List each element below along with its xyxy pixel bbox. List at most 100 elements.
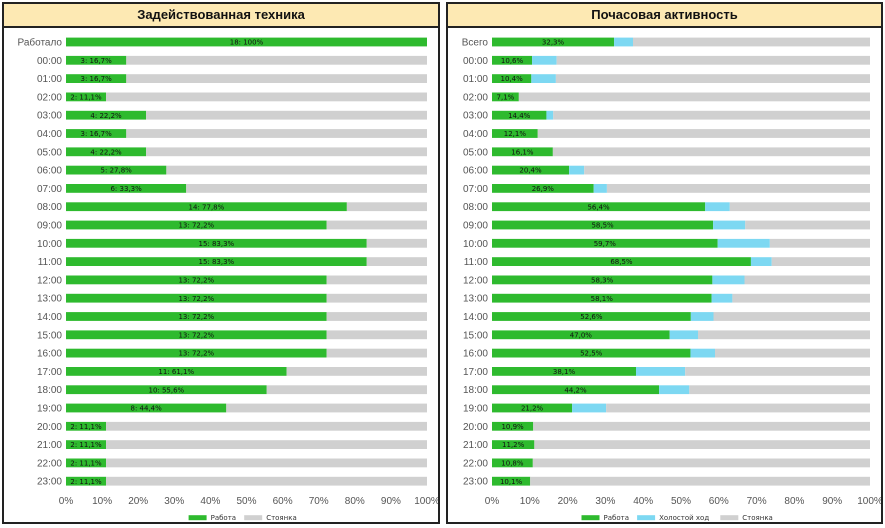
bar-работа: [66, 312, 327, 321]
bar-работа: [66, 202, 347, 212]
hourly-activity-chart: Всего 32,3% 00:00 10,6% 01:00 10,4% 02:00 7,1% 0…: [462, 37, 881, 523]
data-label: 12,1%: [504, 130, 527, 138]
category-label: Работало: [17, 37, 62, 49]
bar-работа: [492, 330, 670, 340]
category-label: 15:00: [37, 330, 62, 341]
bar-работа: [492, 275, 713, 285]
bar-холостой-ход: [531, 74, 556, 83]
bar-работа: [492, 110, 547, 120]
data-label: 21,2%: [521, 405, 544, 413]
category-label: 08:00: [463, 202, 488, 213]
chart-title: Почасовая активность: [448, 4, 881, 28]
bar-работа: [492, 147, 553, 157]
bar-работа: [66, 458, 107, 468]
data-label: 52,5%: [580, 350, 603, 358]
legend-label: Холостой ход: [659, 514, 709, 522]
bar-работа: [492, 403, 573, 413]
category-label: 19:00: [463, 404, 488, 415]
category-label: 15:00: [463, 330, 488, 341]
legend-swatch: [244, 515, 263, 521]
bar-стоянка: [106, 440, 428, 449]
bar-работа: [66, 147, 147, 157]
bar-работа: [492, 458, 533, 468]
bar-работа: [492, 129, 538, 138]
category-label: 13:00: [37, 294, 62, 305]
bar-работа: [66, 220, 327, 230]
category-label: 23:00: [463, 477, 488, 488]
bar-работа: [66, 184, 187, 193]
bar-стоянка: [532, 458, 870, 468]
bar-стоянка: [713, 312, 870, 321]
bar-холостой-ход: [532, 55, 557, 65]
category-label: 23:00: [37, 477, 62, 488]
bar-стоянка: [530, 476, 870, 486]
data-label: 58,5%: [591, 222, 614, 230]
bar-стоянка: [326, 275, 427, 285]
bar-холостой-ход: [572, 403, 607, 413]
data-label: 15: 83,3%: [198, 240, 234, 248]
data-label: 2: 11,1%: [70, 94, 102, 102]
panel-engaged-equipment: Задействованная техника Работало 18: 100%…: [2, 2, 440, 524]
bar-работа: [492, 421, 534, 431]
data-label: 2: 11,1%: [70, 478, 102, 486]
bar-холостой-ход: [669, 330, 699, 340]
x-tick-label: 30%: [595, 496, 615, 507]
bar-работа: [492, 55, 533, 65]
category-label: 02:00: [463, 92, 488, 103]
data-label: 14: 77,8%: [189, 203, 225, 211]
bar-работа: [66, 275, 327, 285]
bar-работа: [492, 385, 660, 395]
x-tick-label: 10%: [520, 496, 540, 507]
bar-работа: [492, 238, 718, 248]
bar-стоянка: [556, 55, 870, 65]
category-label: 18:00: [463, 385, 488, 396]
bar-стоянка: [286, 367, 427, 376]
bar-стоянка: [689, 385, 870, 395]
bar-холостой-ход: [546, 110, 554, 120]
data-label: 58,1%: [591, 295, 614, 303]
data-label: 3: 16,7%: [81, 130, 113, 138]
bar-холостой-ход: [659, 385, 690, 395]
bar-работа: [492, 165, 570, 175]
data-label: 10,1%: [500, 478, 523, 486]
data-label: 32,3%: [542, 39, 565, 47]
data-label: 2: 11,1%: [70, 423, 102, 431]
data-label: 58,3%: [591, 277, 614, 285]
category-label: 22:00: [37, 458, 62, 469]
bar-стоянка: [537, 129, 870, 138]
data-label: 7,1%: [497, 94, 515, 102]
data-label: 4: 22,2%: [90, 112, 122, 120]
bar-стоянка: [326, 293, 427, 303]
category-label: 08:00: [37, 202, 62, 213]
category-label: 14:00: [37, 312, 62, 323]
bar-стоянка: [769, 238, 870, 248]
x-tick-label: 40%: [633, 496, 653, 507]
bar-работа: [492, 440, 535, 449]
bar-работа: [66, 403, 227, 413]
bar-работа: [66, 37, 427, 47]
category-label: 00:00: [37, 56, 62, 67]
data-label: 10,9%: [501, 423, 524, 431]
data-label: 11,2%: [502, 441, 525, 449]
x-tick-label: 10%: [92, 496, 112, 507]
bar-холостой-ход: [614, 37, 633, 47]
bar-работа: [66, 165, 167, 175]
bar-стоянка: [715, 348, 870, 358]
legend-label: Работа: [604, 514, 629, 522]
category-label: 06:00: [37, 166, 62, 177]
bar-стоянка: [732, 293, 870, 303]
bar-стоянка: [606, 403, 870, 413]
category-label: 04:00: [37, 129, 62, 140]
category-label: 21:00: [463, 440, 488, 451]
bar-работа: [492, 257, 751, 266]
data-label: 13: 72,2%: [178, 331, 214, 339]
x-tick-label: 80%: [784, 496, 804, 507]
category-label: 20:00: [463, 422, 488, 433]
category-label: 03:00: [37, 111, 62, 122]
x-tick-label: 60%: [273, 496, 293, 507]
bar-стоянка: [584, 165, 870, 175]
category-label: 21:00: [37, 440, 62, 451]
bar-стоянка: [685, 367, 870, 376]
bar-стоянка: [555, 74, 870, 83]
bar-стоянка: [106, 92, 428, 102]
